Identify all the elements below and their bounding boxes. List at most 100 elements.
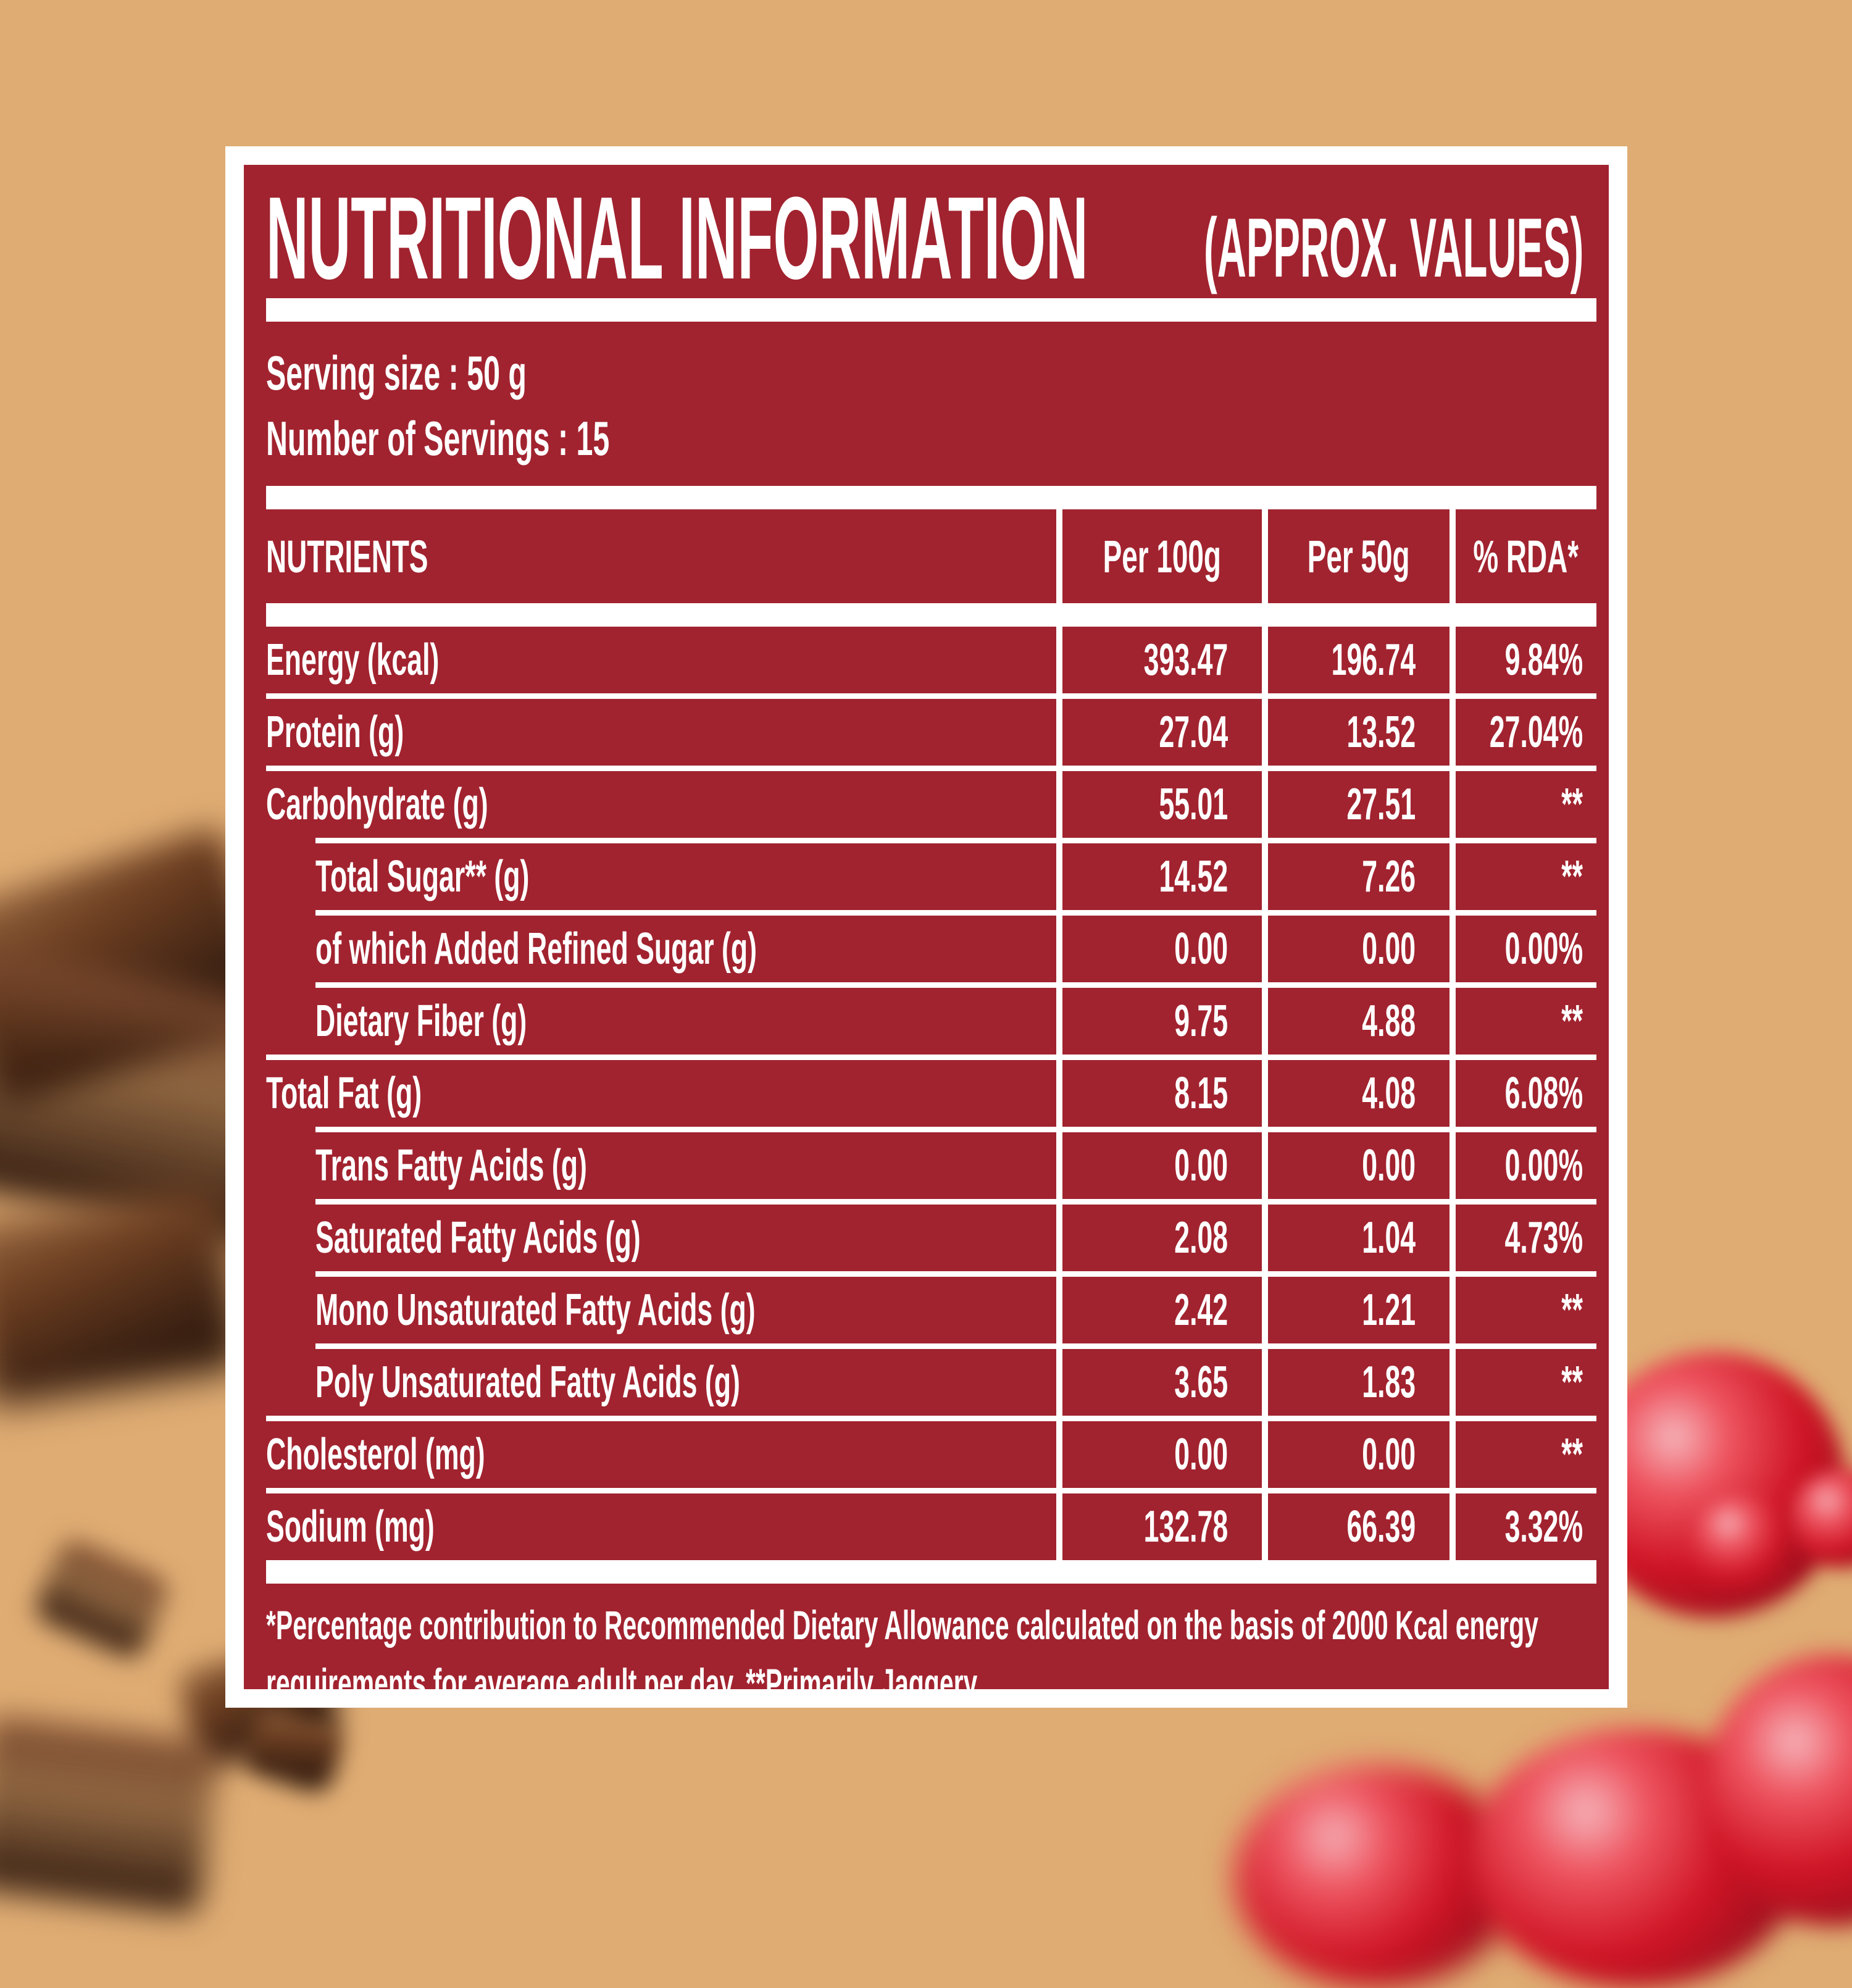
row-label-cell: Carbohydrate (g) — [266, 771, 1056, 838]
value-per-100g-cell: 9.75 — [1056, 988, 1262, 1055]
value-rda: 6.08% — [1504, 1069, 1583, 1118]
table-row: Total Sugar** (g) 14.52 7.26 ** — [266, 843, 1596, 910]
value-per-100g: 8.15 — [1174, 1069, 1228, 1118]
value-per-50g: 1.04 — [1361, 1213, 1416, 1263]
row-separator — [266, 693, 1596, 699]
value-per-50g-cell: 0.00 — [1262, 1421, 1449, 1488]
value-per-100g-cell: 55.01 — [1056, 771, 1262, 838]
value-rda: ** — [1561, 852, 1583, 901]
row-label-cell: Total Fat (g) — [266, 1060, 1056, 1127]
value-per-100g-cell: 393.47 — [1056, 627, 1262, 693]
value-rda: 0.00% — [1504, 1141, 1583, 1190]
chocolate-piece-image — [0, 1714, 220, 1916]
row-label-cell: Sodium (mg) — [266, 1493, 1056, 1560]
header-per-100g: Per 100g — [1056, 509, 1262, 603]
value-rda-cell: ** — [1449, 1421, 1596, 1488]
value-per-50g: 0.00 — [1361, 1430, 1416, 1479]
row-label-cell: Protein (g) — [266, 699, 1056, 766]
value-per-100g: 2.08 — [1174, 1213, 1228, 1263]
value-per-50g-cell: 66.39 — [1262, 1493, 1449, 1560]
value-per-100g-cell: 0.00 — [1056, 916, 1262, 982]
value-per-50g-cell: 0.00 — [1262, 916, 1449, 982]
row-label-cell: Poly Unsaturated Fatty Acids (g) — [266, 1349, 1056, 1416]
row-label: Saturated Fatty Acids (g) — [315, 1213, 641, 1263]
value-per-50g: 13.52 — [1346, 708, 1416, 757]
value-per-100g: 393.47 — [1143, 635, 1228, 685]
row-label: Trans Fatty Acids (g) — [315, 1141, 587, 1190]
value-per-50g-cell: 13.52 — [1262, 699, 1449, 766]
row-separator — [315, 982, 1596, 988]
row-separator — [315, 1127, 1596, 1132]
header-nutrients-label: NUTRIENTS — [266, 530, 428, 582]
value-rda-cell: ** — [1449, 988, 1596, 1055]
title-row: NUTRITIONAL INFORMATION (APPROX. VALUES) — [266, 165, 1596, 298]
table-row: Carbohydrate (g) 55.01 27.51 ** — [266, 771, 1596, 838]
row-label-cell: Cholesterol (mg) — [266, 1421, 1056, 1488]
value-per-50g: 0.00 — [1361, 924, 1416, 974]
row-label: Cholesterol (mg) — [266, 1430, 485, 1479]
row-label: Protein (g) — [266, 708, 404, 757]
footnote-line-1: *Percentage contribution to Recommended … — [266, 1602, 1538, 1648]
row-label-cell: of which Added Refined Sugar (g) — [266, 916, 1056, 982]
value-per-50g: 7.26 — [1361, 852, 1416, 901]
table-row: Protein (g) 27.04 13.52 27.04% — [266, 699, 1596, 766]
chocolate-crumb-image — [30, 1535, 173, 1663]
screenshot-root: { "page": { "background_color": "#DFAC73… — [0, 146, 1852, 1988]
row-label: of which Added Refined Sugar (g) — [315, 924, 757, 974]
value-per-100g-cell: 14.52 — [1056, 843, 1262, 910]
header-per-100g-label: Per 100g — [1103, 530, 1222, 582]
value-per-100g-cell: 0.00 — [1056, 1132, 1262, 1199]
nutrition-label-card: NUTRITIONAL INFORMATION (APPROX. VALUES)… — [225, 146, 1627, 1708]
divider-bar — [266, 298, 1596, 322]
row-label-cell: Energy (kcal) — [266, 627, 1056, 693]
value-per-100g: 132.78 — [1143, 1502, 1228, 1552]
row-label: Total Sugar** (g) — [315, 852, 530, 901]
row-separator — [315, 910, 1596, 916]
divider-bar — [266, 486, 1596, 509]
header-per-50g: Per 50g — [1262, 509, 1449, 603]
table-row: Dietary Fiber (g) 9.75 4.88 ** — [266, 988, 1596, 1055]
value-rda-cell: 3.32% — [1449, 1493, 1596, 1560]
page-title-suffix: (APPROX. VALUES) — [1204, 201, 1584, 294]
header-per-50g-label: Per 50g — [1308, 530, 1410, 582]
row-label-cell: Trans Fatty Acids (g) — [266, 1132, 1056, 1199]
table-row: Trans Fatty Acids (g) 0.00 0.00 0.00% — [266, 1132, 1596, 1199]
row-separator — [266, 1488, 1596, 1493]
value-per-50g-cell: 1.04 — [1262, 1205, 1449, 1271]
value-rda: ** — [1561, 1358, 1583, 1407]
row-separator — [266, 1055, 1596, 1060]
value-per-100g-cell: 0.00 — [1056, 1421, 1262, 1488]
value-rda-cell: ** — [1449, 843, 1596, 910]
value-rda: 27.04% — [1489, 708, 1583, 757]
table-row: Saturated Fatty Acids (g) 2.08 1.04 4.73% — [266, 1205, 1596, 1271]
row-label: Poly Unsaturated Fatty Acids (g) — [315, 1358, 740, 1407]
value-per-50g-cell: 1.21 — [1262, 1277, 1449, 1343]
row-separator — [315, 1271, 1596, 1277]
value-rda: 9.84% — [1504, 635, 1583, 685]
row-label: Total Fat (g) — [266, 1069, 422, 1118]
row-label-cell: Saturated Fatty Acids (g) — [266, 1205, 1056, 1271]
value-rda: ** — [1561, 1285, 1583, 1335]
value-per-50g: 66.39 — [1346, 1502, 1416, 1552]
value-per-100g-cell: 132.78 — [1056, 1493, 1262, 1560]
row-label-cell: Dietary Fiber (g) — [266, 988, 1056, 1055]
serving-size-text: Serving size : 50 g — [266, 346, 527, 400]
value-rda: ** — [1561, 1430, 1583, 1479]
value-rda: 4.73% — [1504, 1213, 1583, 1263]
divider-bar — [266, 1560, 1596, 1584]
value-per-100g: 27.04 — [1159, 708, 1228, 757]
serving-info: Serving size : 50 g Number of Servings :… — [266, 322, 1596, 486]
row-separator — [315, 1343, 1596, 1349]
row-label: Carbohydrate (g) — [266, 780, 488, 829]
value-per-50g-cell: 7.26 — [1262, 843, 1449, 910]
value-per-50g-cell: 27.51 — [1262, 771, 1449, 838]
berry-image — [1685, 1494, 1809, 1587]
value-per-50g: 1.83 — [1361, 1358, 1416, 1407]
value-rda: ** — [1561, 996, 1583, 1046]
row-separator — [315, 838, 1596, 843]
value-per-50g: 0.00 — [1361, 1141, 1416, 1190]
value-per-50g: 4.88 — [1361, 996, 1416, 1046]
value-rda-cell: 0.00% — [1449, 916, 1596, 982]
footnote: *Percentage contribution to Recommended … — [266, 1584, 1596, 1689]
value-per-50g: 1.21 — [1361, 1285, 1416, 1335]
